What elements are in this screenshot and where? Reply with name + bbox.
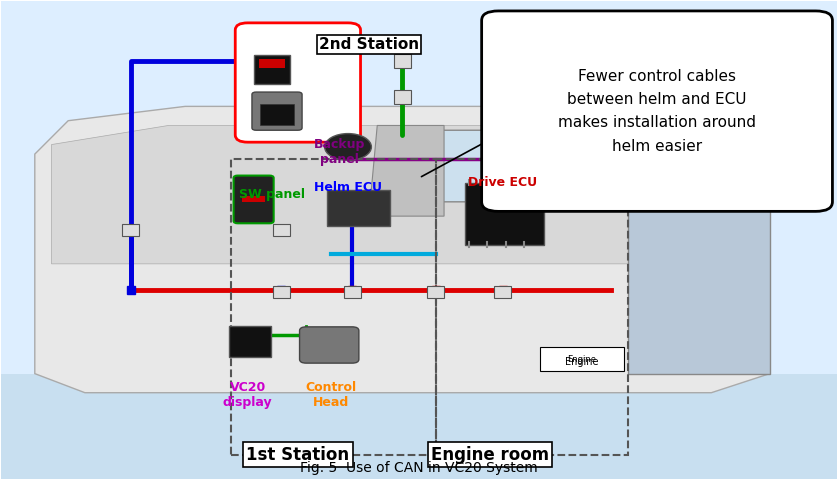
Text: SW panel: SW panel (240, 188, 305, 201)
Text: Engine: Engine (567, 355, 597, 364)
Text: Fig. 5  Use of CAN in VC20 System: Fig. 5 Use of CAN in VC20 System (300, 461, 538, 475)
Text: Control
Head: Control Head (306, 381, 357, 409)
Text: Engine room: Engine room (431, 446, 549, 464)
FancyBboxPatch shape (494, 286, 511, 298)
FancyBboxPatch shape (252, 92, 302, 130)
FancyBboxPatch shape (242, 196, 266, 202)
FancyBboxPatch shape (254, 55, 291, 84)
Polygon shape (419, 130, 603, 202)
Polygon shape (369, 125, 444, 216)
Text: 2nd Station: 2nd Station (318, 37, 419, 52)
FancyBboxPatch shape (299, 327, 359, 363)
Text: Backup
panel: Backup panel (314, 138, 365, 166)
FancyBboxPatch shape (122, 224, 139, 236)
FancyBboxPatch shape (541, 348, 623, 371)
FancyBboxPatch shape (394, 90, 411, 104)
Polygon shape (35, 107, 770, 393)
FancyBboxPatch shape (260, 59, 285, 68)
FancyBboxPatch shape (344, 286, 360, 298)
Text: VC20
display: VC20 display (223, 381, 272, 409)
Text: Engine: Engine (565, 357, 598, 367)
FancyBboxPatch shape (628, 173, 770, 373)
Text: 1st Station: 1st Station (246, 446, 349, 464)
FancyBboxPatch shape (2, 373, 836, 479)
FancyBboxPatch shape (273, 286, 290, 298)
FancyBboxPatch shape (465, 183, 545, 245)
FancyBboxPatch shape (261, 104, 293, 125)
FancyBboxPatch shape (235, 23, 360, 142)
Text: Fewer control cables
between helm and ECU
makes installation around
helm easier: Fewer control cables between helm and EC… (558, 69, 756, 154)
FancyBboxPatch shape (394, 54, 411, 68)
Polygon shape (51, 125, 737, 264)
Text: Helm ECU: Helm ECU (314, 181, 382, 194)
FancyBboxPatch shape (230, 326, 272, 357)
FancyBboxPatch shape (273, 224, 290, 236)
FancyBboxPatch shape (427, 286, 444, 298)
FancyBboxPatch shape (482, 11, 832, 211)
FancyBboxPatch shape (327, 190, 390, 226)
Circle shape (324, 133, 371, 160)
Text: Drive ECU: Drive ECU (468, 176, 537, 189)
FancyBboxPatch shape (234, 176, 274, 223)
